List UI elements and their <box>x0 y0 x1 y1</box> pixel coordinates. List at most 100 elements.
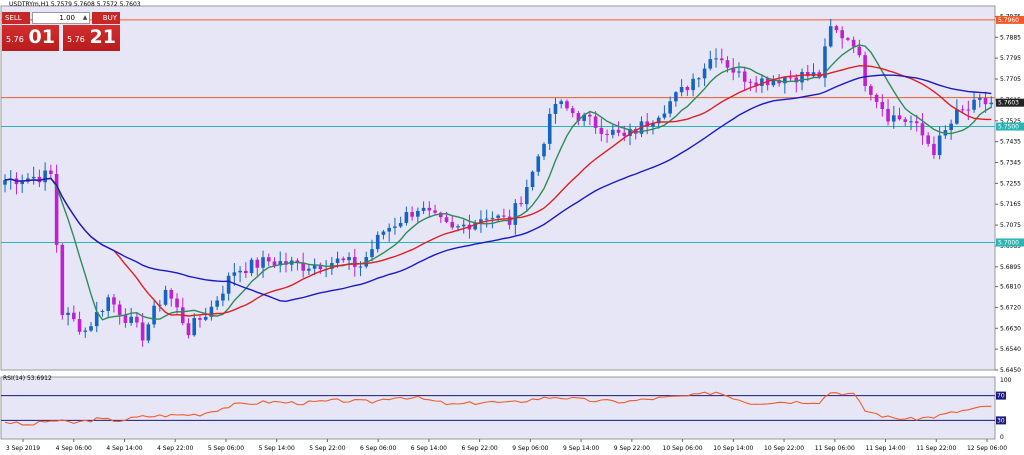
candle-body <box>788 77 793 79</box>
candle-body <box>616 129 621 133</box>
candle-body <box>702 68 707 79</box>
candle-body <box>519 203 523 205</box>
candle-body <box>719 58 724 61</box>
candle-body <box>438 212 443 218</box>
candle-body <box>352 257 357 267</box>
ma-slow-line <box>4 74 992 303</box>
buy-button[interactable]: BUY <box>92 12 120 24</box>
candle-body <box>633 128 638 134</box>
candle-body <box>645 121 650 127</box>
rsi-line <box>4 391 992 426</box>
candle-body <box>232 272 237 276</box>
candle-body <box>112 297 116 305</box>
candle-body <box>542 143 546 157</box>
y-axis-tick-label: 5.7075 <box>1000 222 1021 229</box>
candle-body <box>651 123 655 127</box>
sell-button[interactable]: SELL <box>2 12 30 24</box>
candle-body <box>60 244 65 316</box>
candle-body <box>605 133 609 135</box>
x-axis-tick-label: 9 Sep 06:00 <box>512 445 548 452</box>
y-axis-tick-label: 5.7885 <box>1000 34 1021 41</box>
candle-body <box>742 71 747 82</box>
sell-price[interactable]: 5.76 01 <box>2 25 59 51</box>
candle-body <box>725 60 730 68</box>
candle-body <box>909 121 913 123</box>
candle-body <box>863 55 867 86</box>
candle-body <box>857 46 862 56</box>
candle-body <box>140 322 145 341</box>
candle-body <box>169 289 174 299</box>
x-axis-tick-label: 5 Sep 22:00 <box>309 445 345 452</box>
y-axis-tick-label: 5.7705 <box>1000 76 1021 83</box>
candle-body <box>771 79 776 86</box>
candle-body <box>559 101 564 104</box>
candle-body <box>989 102 994 105</box>
candle-body <box>450 222 455 228</box>
candle-body <box>341 258 346 261</box>
price-label-text: 5.7960 <box>998 17 1019 24</box>
lot-size-input[interactable]: 1.00 <box>32 12 90 24</box>
buy-price-prefix: 5.76 <box>67 35 85 44</box>
candle-body <box>530 171 535 188</box>
candle-body <box>840 30 844 39</box>
candle-body <box>66 312 70 316</box>
candle-body <box>152 305 156 325</box>
candle-body <box>266 257 271 262</box>
symbol-info: USDTRYm,H1 5.7579 5.7608 5.7572 5.7603 <box>9 1 141 8</box>
candle-body <box>129 316 133 323</box>
candle-body <box>846 38 850 40</box>
x-axis-tick-label: 6 Sep 22:00 <box>462 445 498 452</box>
lot-increase-arrow-icon[interactable]: ▲ <box>82 14 88 21</box>
candle-body <box>244 270 248 274</box>
candle-body <box>387 227 391 232</box>
candle-body <box>381 231 386 235</box>
candle-body <box>794 77 799 83</box>
x-axis-tick-label: 6 Sep 14:00 <box>411 445 447 452</box>
candle-body <box>891 115 896 122</box>
candle-body <box>582 114 586 121</box>
candle-body <box>851 39 856 47</box>
y-axis-tick-label: 5.7165 <box>1000 201 1021 208</box>
candle-body <box>525 187 529 205</box>
rsi-indicator-label: RSI(14) 53.6912 <box>3 375 52 382</box>
buy-price[interactable]: 5.76 21 <box>63 25 120 51</box>
candle-body <box>748 81 753 83</box>
rsi-level-label: 70 <box>997 393 1005 400</box>
rsi-level-box <box>996 416 1006 425</box>
ma-mid-line <box>4 64 992 317</box>
candle-body <box>955 109 959 124</box>
x-axis-tick-label: 3 Sep 2019 <box>6 445 40 452</box>
rsi-level-box <box>996 391 1006 400</box>
candle-body <box>318 264 323 270</box>
candle-body <box>937 135 942 156</box>
x-axis-tick-label: 12 Sep 06:00 <box>967 445 1007 452</box>
candle-body <box>158 304 162 306</box>
x-axis-tick-label: 5 Sep 06:00 <box>208 445 244 452</box>
candle-body <box>433 210 437 213</box>
candle-body <box>261 257 265 268</box>
candle-body <box>972 99 976 110</box>
y-axis-tick-label: 5.7255 <box>1000 180 1021 187</box>
candle-body <box>874 94 879 102</box>
candle-body <box>656 117 661 124</box>
candle-body <box>662 113 667 118</box>
candle-body <box>117 304 122 315</box>
candle-body <box>295 260 300 263</box>
y-axis-tick-label: 5.7345 <box>1000 159 1021 166</box>
candle-body <box>307 268 311 271</box>
rsi-axis-tick-label: 100 <box>1000 377 1012 384</box>
candle-body <box>977 98 982 100</box>
candle-body <box>869 85 873 95</box>
candle-body <box>410 212 414 217</box>
price-label-box <box>996 238 1024 247</box>
candle-body <box>456 226 460 228</box>
candle-body <box>484 218 489 220</box>
rsi-level-label: 30 <box>997 417 1005 424</box>
candle-body <box>347 257 351 261</box>
candle-body <box>404 212 409 223</box>
candle-body <box>238 270 242 273</box>
candle-body <box>272 261 277 266</box>
candle-body <box>966 109 971 111</box>
